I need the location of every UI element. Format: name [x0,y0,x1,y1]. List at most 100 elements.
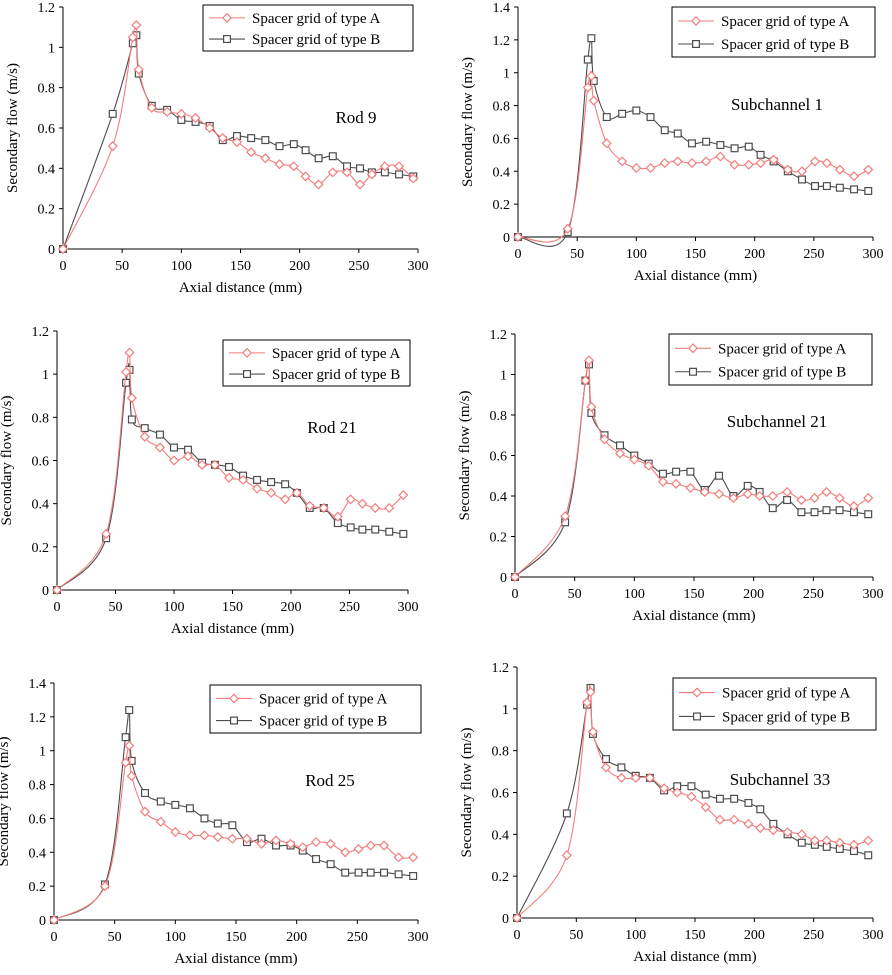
x-axis-label: Axial distance (mm) [632,608,755,624]
data-point [715,794,724,803]
data-point [587,34,596,43]
data-point [660,126,669,135]
data-point [365,840,376,851]
data-point [252,483,263,494]
x-tick-label: 200 [743,587,764,602]
data-point [618,109,627,118]
data-point [716,141,725,150]
data-point [304,500,315,511]
data-point [107,141,118,152]
y-tick-label: 0.8 [38,82,56,97]
x-tick-label: 0 [51,930,58,945]
data-point [280,494,291,505]
y-axis-label: Secondary flow (m/s) [5,63,21,193]
data-point [311,837,322,848]
data-point [124,347,135,358]
data-point [231,137,242,148]
data-point [685,482,696,493]
chart-panel-6: 0 0.2 0.4 0.6 0.8 1 1.2 0 50 100 150 200 250 300 Axial… [459,661,884,965]
data-point [601,755,610,764]
y-tick-label: 0 [48,243,55,258]
data-point [288,161,299,172]
data-point [227,833,238,844]
data-point [511,912,523,924]
series-type-a [509,355,874,583]
data-point [354,868,363,877]
y-tick-label: 1.2 [29,711,47,726]
data-point [809,835,820,846]
data-point [616,772,627,783]
data-point [729,159,740,170]
legend-swatch-marker [221,12,233,23]
data-point [353,843,364,854]
chart-panel-2: 0 0.2 0.4 0.6 0.8 1 1.2 1.4 0 50 100 150 200 250 300 Ax… [460,1,884,284]
chart-panel-5: 0 0.2 0.4 0.6 0.8 1 1.2 1.4 0 50 100 150 200 250 300 Ax… [0,677,429,967]
data-point [782,164,793,175]
data-point [616,441,625,450]
data-point [512,231,524,243]
data-point [835,506,844,515]
data-point [742,488,753,500]
data-point [313,179,324,190]
x-tick-label: 300 [863,587,884,602]
data-point [399,529,408,538]
x-tick-label: 100 [626,247,647,262]
x-axis-label: Axial distance (mm) [634,268,757,284]
data-point [602,113,611,122]
chart-annotation: Subchannel 21 [727,412,828,431]
data-point [48,914,60,926]
y-axis-label: Secondary flow (m/s) [457,391,473,521]
data-point [190,112,201,123]
data-point [730,794,739,803]
data-point [617,156,628,167]
x-tick-label: 50 [570,247,584,262]
data-point [297,842,308,853]
data-point [714,814,725,825]
legend-swatch-marker [228,693,240,704]
data-point [582,82,593,93]
data-point [127,32,138,43]
data-point [120,757,131,768]
data-point [408,173,419,184]
legend-label: Spacer grid of type A [721,14,849,30]
data-point [213,819,222,828]
x-tick-label: 50 [569,928,583,943]
legend-box [209,684,422,734]
data-point [617,763,626,772]
y-tick-label: 0 [500,571,507,586]
legend-swatch-marker [687,343,699,354]
data-point [588,95,599,106]
y-tick-label: 1 [503,67,510,82]
legend-label: Spacer grid of type B [721,37,849,53]
data-point [409,871,418,880]
x-tick-label: 250 [803,587,824,602]
data-point [266,487,277,498]
data-point [204,122,215,134]
data-point [509,571,521,583]
data-point [848,839,860,850]
data-point [126,392,137,403]
x-tick-label: 50 [115,259,129,274]
y-tick-label: 1.4 [493,1,511,16]
chart-annotation: Rod 21 [307,418,357,437]
x-tick-label: 250 [803,928,824,943]
x-tick-label: 300 [863,928,884,943]
data-point [140,424,149,433]
legend-swatch-marker [691,39,700,48]
data-point [756,805,765,814]
data-point [700,802,711,813]
y-tick-label: 0 [39,914,46,929]
data-point [657,476,669,487]
x-axis-label: Axial distance (mm) [174,951,297,967]
data-point [184,830,195,841]
data-point [209,459,220,470]
y-tick-label: 1 [39,745,46,760]
data-point [743,818,754,829]
legend-label: Spacer grid of type A [272,346,400,362]
series-type-a [48,740,419,926]
y-tick-label: 0.8 [490,409,508,424]
legend: Spacer grid of type A Spacer grid of type… [668,333,873,386]
series-type-b [49,706,418,924]
x-axis-label: Axial distance (mm) [633,949,756,965]
